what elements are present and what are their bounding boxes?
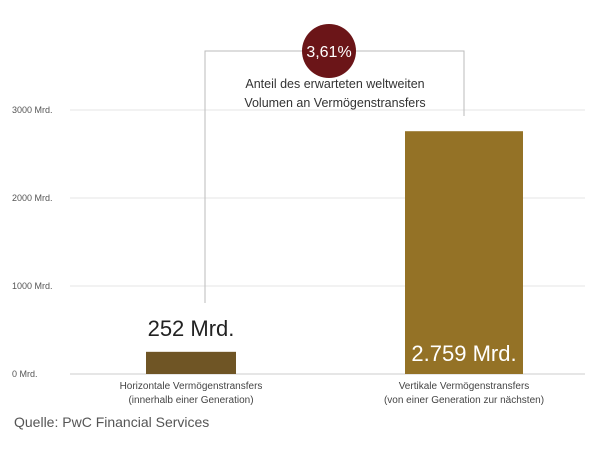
bar-layer [146, 131, 523, 374]
bar-vertical-transfers [405, 131, 523, 374]
y-tick-label: 2000 Mrd. [12, 193, 53, 203]
y-tick-label: 0 Mrd. [12, 369, 38, 379]
x-axis-labels: Horizontale Vermögenstransfers (innerhalb… [120, 381, 544, 406]
data-label: 2.759 Mrd. [411, 341, 516, 366]
annotation-line-2: Volumen an Vermögenstransfers [244, 96, 425, 110]
data-label-layer: 252 Mrd. 2.759 Mrd. [148, 316, 517, 366]
category-label-line-1: Vertikale Vermögenstransfers [399, 381, 530, 392]
annotation-line-1: Anteil des erwarteten weltweiten [245, 77, 424, 91]
y-tick-label: 1000 Mrd. [12, 281, 53, 291]
source-note: Quelle: PwC Financial Services [14, 414, 210, 430]
category-label-line-2: (innerhalb einer Generation) [128, 395, 253, 406]
percentage-circle [302, 24, 356, 78]
category-label-line-1: Horizontale Vermögenstransfers [120, 381, 263, 392]
y-axis-ticks: 0 Mrd. 1000 Mrd. 2000 Mrd. 3000 Mrd. [12, 105, 53, 379]
data-label: 252 Mrd. [148, 316, 235, 341]
y-tick-label: 3000 Mrd. [12, 105, 53, 115]
percentage-value: 3,61% [306, 44, 351, 61]
bar-horizontal-transfers [146, 351, 236, 374]
category-label-line-2: (von einer Generation zur nächsten) [384, 395, 544, 406]
